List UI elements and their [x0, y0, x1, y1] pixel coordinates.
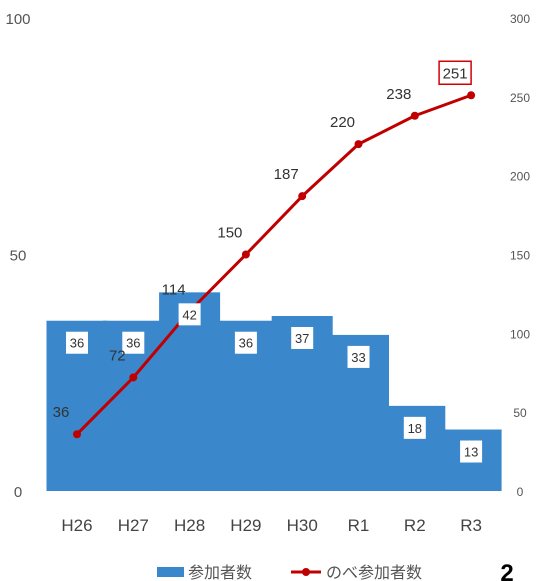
- line-point-R3: [467, 91, 476, 100]
- bar-value-label-box: [234, 331, 257, 354]
- right-axis-tick-label: 100: [510, 327, 530, 341]
- line-value-label: 36: [53, 404, 70, 421]
- line-point-H26: [73, 430, 81, 439]
- bar-value-label-box: [460, 440, 483, 463]
- category-label: H30: [287, 516, 318, 535]
- bar-value-label: 37: [295, 331, 309, 346]
- category-label: R1: [348, 516, 370, 535]
- highlighted-value-box: [438, 60, 472, 86]
- bar-value-label: 36: [70, 336, 84, 351]
- line-value-label: 114: [162, 281, 186, 298]
- bar-value-label-box: [66, 331, 88, 354]
- bar-value-label-box: [122, 331, 145, 354]
- page-number: 2: [500, 560, 513, 581]
- right-axis-tick-label: 150: [510, 249, 530, 263]
- right-axis-tick-label: 50: [513, 406, 527, 420]
- line-value-label: 238: [386, 86, 411, 103]
- bar-value-label: 36: [239, 336, 253, 351]
- left-axis-tick-label: 0: [14, 484, 22, 501]
- legend-line-marker: [302, 568, 310, 576]
- line-value-label: 187: [274, 166, 299, 183]
- line-value-label: 150: [217, 225, 242, 242]
- legend-bar-swatch: [157, 567, 184, 577]
- category-label: H27: [118, 516, 149, 535]
- line-point-R2: [410, 111, 419, 120]
- right-axis-tick-label: 250: [510, 91, 530, 105]
- bar-value-label-box: [291, 326, 314, 349]
- right-axis-tick-label: 0: [517, 485, 524, 499]
- bar-value-label-box: [178, 303, 201, 326]
- bar-value-label-box: [347, 345, 370, 368]
- left-axis-tick-label: 50: [10, 248, 27, 265]
- bar-value-label: 42: [182, 307, 196, 322]
- line-value-label: 220: [330, 114, 355, 131]
- bar-value-label: 18: [408, 421, 422, 436]
- bar-H28: [159, 292, 221, 491]
- category-label: H28: [174, 516, 205, 535]
- line-value-label: 251: [443, 65, 468, 82]
- right-axis-tick-label: 200: [510, 170, 530, 184]
- cumulative-line: [75, 93, 472, 436]
- category-label: R3: [460, 516, 482, 535]
- legend-bar-label: 参加者数: [188, 563, 252, 581]
- bar-value-label: 33: [351, 350, 365, 365]
- line-point-H27: [129, 373, 138, 382]
- line-value-label: 72: [109, 347, 126, 364]
- category-label: R2: [404, 516, 426, 535]
- bar-value-label-box: [403, 416, 426, 439]
- category-label: H29: [230, 516, 261, 535]
- legend-line-label: のべ参加者数: [326, 563, 422, 581]
- category-label: H26: [61, 516, 92, 535]
- line-point-H30: [298, 192, 307, 201]
- bar-value-label: 36: [126, 336, 140, 351]
- bar-value-label: 13: [464, 445, 478, 460]
- right-axis-tick-label: 300: [510, 12, 530, 26]
- left-axis-tick-label: 100: [5, 11, 30, 28]
- line-point-H29: [241, 250, 250, 259]
- line-point-R1: [354, 140, 363, 149]
